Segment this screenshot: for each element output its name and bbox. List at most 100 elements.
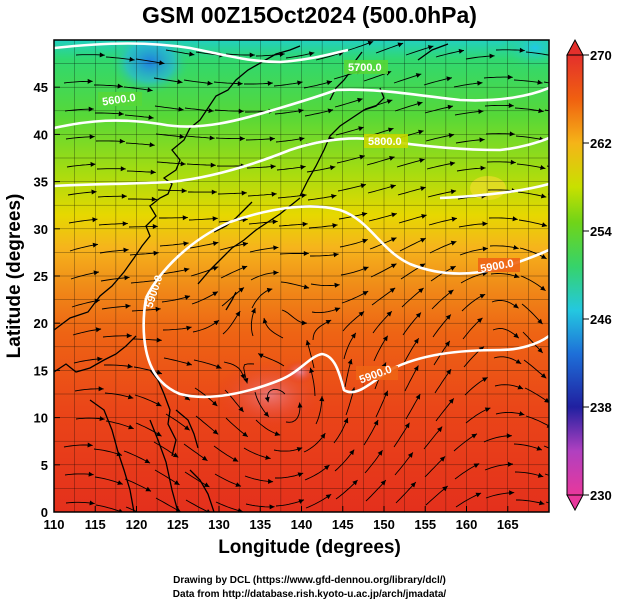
x-tick-label: 115 [85,517,106,532]
page-title: GSM 00Z15Oct2024 (500.0hPa) [142,2,477,28]
streamline-arrowhead [449,161,456,167]
streamline-arrowhead [513,245,519,250]
streamline-arrowhead [308,51,315,57]
colorbar-tick-label: 230 [590,488,612,503]
streamline-arrowhead [389,156,395,161]
streamline-arrowhead [482,221,488,227]
x-tick-label: 110 [44,517,65,532]
streamline-arrowhead [442,486,448,492]
streamline-arrowhead [309,367,315,374]
streamline-arrowhead [390,184,396,190]
streamline-arrowhead [299,136,305,142]
contour-line-5600 [54,42,349,64]
streamline-arrowhead [269,136,275,142]
streamline-arrowhead [120,166,126,172]
streamline-arrowhead [343,417,349,424]
streamline-arrowhead [479,137,485,143]
streamline-arrowhead [479,294,486,299]
streamline-arrowhead [263,411,269,417]
streamline-arrowhead [482,377,488,382]
streamline-arrowhead [232,457,239,462]
streamline-arrowhead [478,109,484,114]
streamline-arrowhead [331,194,337,199]
streamline-arrowhead [420,238,426,243]
streamline-arrowhead [334,307,341,313]
streamline-arrowhead [352,480,358,486]
streamline-arrowhead [129,56,135,62]
streamline-arrowhead [437,426,443,433]
streamline-arrowhead [297,402,303,408]
streamline-arrowhead [482,246,488,252]
streamline-arrowhead [202,455,208,461]
streamline-arrowhead [451,216,457,222]
streamline-arrowhead [506,433,512,439]
streamline-arrowhead [373,419,379,426]
streamline-arrowhead [212,400,218,407]
streamline-arrowhead [93,270,99,276]
streamline-arrowhead [473,463,480,468]
streamline-arrowhead [507,461,513,467]
streamline-arrowhead [258,353,264,359]
streamline-arrowhead [273,245,279,251]
streamline-arrowhead [147,87,153,93]
streamline-arrowhead [419,263,426,269]
streamline-arrowhead [237,508,243,512]
streamline-arrowhead [172,452,179,458]
streamline-arrowhead [262,318,268,324]
streamline-arrowhead [251,307,256,314]
streamline-arrowhead [509,131,515,137]
streamline-arrowhead [90,161,96,167]
streamline-arrowhead [359,154,365,160]
streamline-arrowhead [184,395,190,401]
streamline-arrowhead [149,142,155,148]
streamline-arrowhead [397,42,404,48]
x-tick-label: 130 [208,517,230,532]
streamline-arrowhead [298,108,304,114]
streamline-arrowhead [541,222,548,228]
streamline-arrowhead [541,254,547,259]
streamline-arrowhead [327,108,334,114]
streamline-arrowhead [148,114,154,120]
streamline-arrowhead [418,129,424,135]
streamline-arrowhead [242,241,248,247]
streamline-arrowhead [241,265,248,271]
streamline-arrowhead [237,81,243,87]
streamline-arrowhead [329,165,336,171]
streamline-arrowhead [334,282,340,288]
colorbar-ticks: 270 262 254 246 238 230 [583,48,612,503]
streamline-arrowhead [186,361,192,366]
colorbar-tick-label: 246 [590,312,612,327]
colorbar-scale [566,54,584,496]
streamline-arrowhead [121,193,127,199]
streamline-arrowhead [180,161,186,167]
x-tick-label: 155 [414,517,436,532]
streamline-arrowhead [184,425,190,431]
streamline-arrowhead [156,369,162,375]
streamline-arrowhead [519,47,525,53]
streamline-arrowhead [537,318,543,325]
streamline-arrowhead [446,369,452,375]
streamline-arrowhead [270,164,276,170]
streamline-arrowhead [540,373,547,379]
streamline-arrowhead [178,106,184,112]
streamline-arrowhead [189,51,195,57]
streamline-arrowhead [125,303,131,309]
streamline-arrowhead [243,377,249,384]
streamline-arrowhead [238,406,244,412]
streamline-arrowhead [153,250,159,256]
streamline-arrowhead [118,111,124,117]
streamline-arrowhead [515,359,522,364]
streamline-arrowhead [118,508,123,512]
streamline-arrowhead [362,291,369,296]
contour-label: 5700.0 [348,62,382,74]
streamline-arrowhead [274,431,281,436]
streamline-arrowhead [300,164,306,170]
streamline-arrowhead [122,221,128,227]
streamline-arrowhead [89,500,95,506]
streamline-arrowhead [268,478,274,484]
streamline-arrowhead [99,52,105,58]
streamline-arrowhead [303,251,309,256]
streamline-arrowhead [302,221,308,227]
streamline-arrowhead [517,384,524,390]
